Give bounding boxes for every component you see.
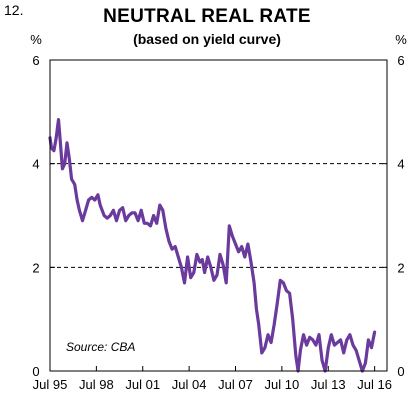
x-tick-label-5: Jul 10 [265,377,300,392]
y-tick-label-left-6: 6 [32,53,39,68]
source-annotation: Source: CBA [66,340,135,354]
x-tick-label-1: Jul 98 [79,377,114,392]
x-tick-label-6: Jul 13 [311,377,346,392]
x-tick-label-7: Jul 16 [357,377,392,392]
tick-layer: 0 0 2 2 4 4 6 6 Jul 95 Jul 98 Jul 01 Jul 04 Jul 07 Ju… [32,53,404,392]
y-tick-label-left-4: 4 [32,157,39,172]
figure-number: 12. [4,2,24,18]
y-axis-unit-left: % [30,32,42,47]
x-tick-label-4: Jul 07 [218,377,253,392]
x-tick-label-0: Jul 95 [33,377,68,392]
x-tick-label-2: Jul 01 [125,377,160,392]
chart-title: NEUTRAL REAL RATE [103,6,311,27]
series-line-neutral-real-rate [48,118,377,373]
y-tick-label-right-6: 6 [397,53,404,68]
y-tick-label-right-2: 2 [397,260,404,275]
series-layer [48,118,377,373]
y-tick-label-right-0: 0 [397,364,404,379]
y-tick-label-left-2: 2 [32,260,39,275]
grid-layer [50,163,387,268]
y-tick-label-right-4: 4 [397,157,404,172]
plot-frame [49,59,388,372]
y-axis-unit-right: % [395,32,407,47]
x-tick-label-3: Jul 04 [172,377,207,392]
y-tick-label-left-0: 0 [32,364,39,379]
chart-subtitle: (based on yield curve) [133,31,281,47]
